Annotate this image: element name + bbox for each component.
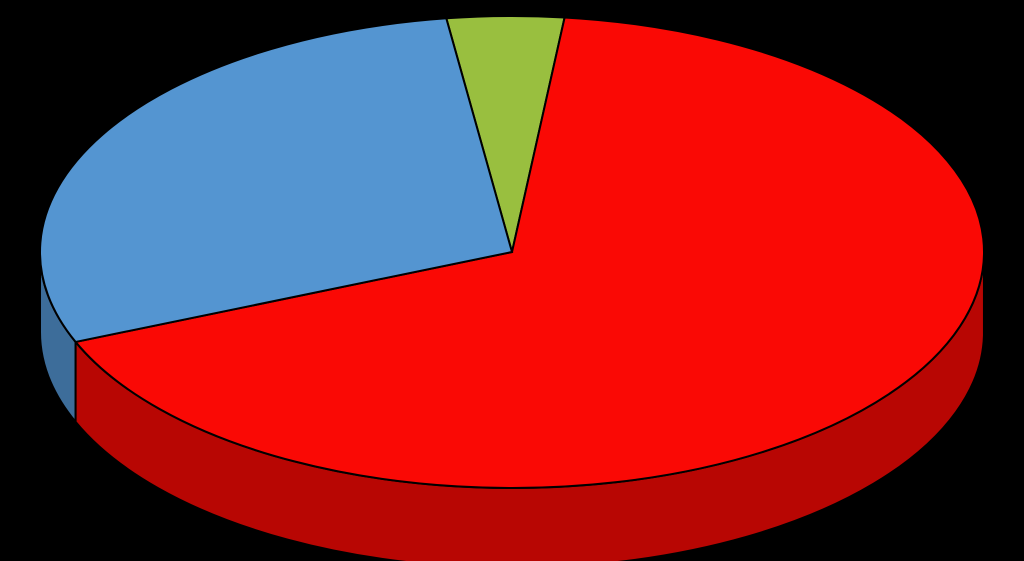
pie-top — [40, 16, 984, 488]
pie-chart-3d — [0, 0, 1024, 561]
pie-chart-svg — [0, 0, 1024, 561]
